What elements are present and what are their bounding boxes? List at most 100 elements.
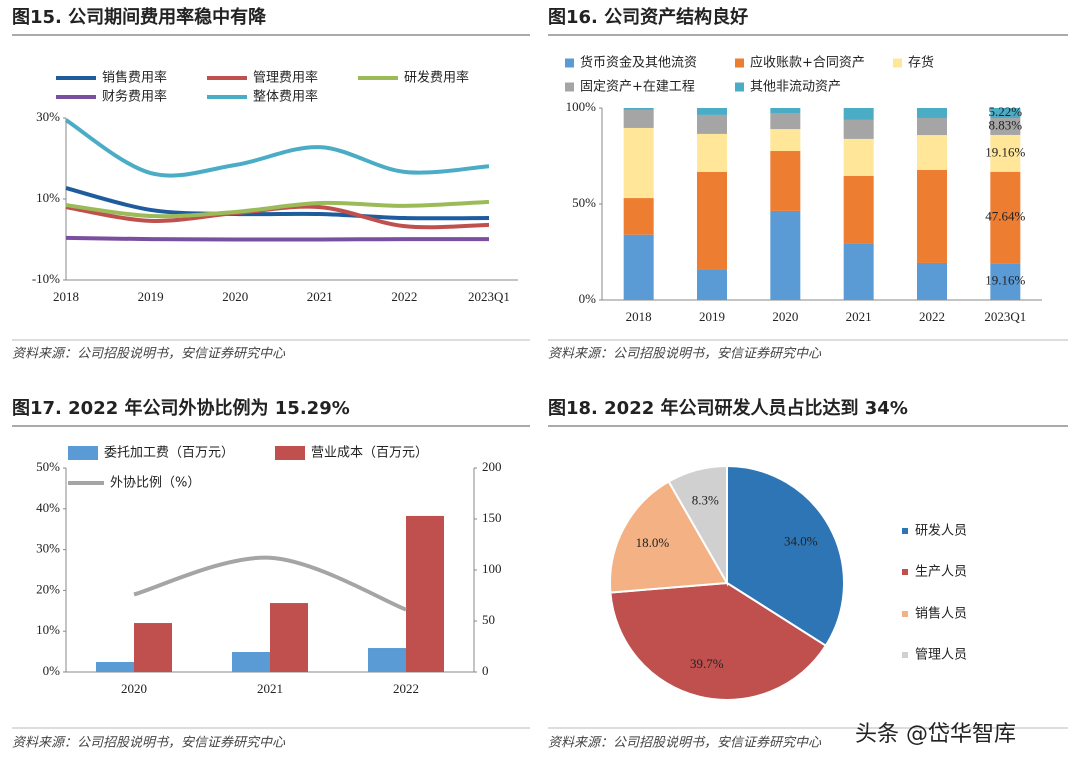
x-tick-label: 2022 — [391, 289, 417, 304]
series-line — [65, 235, 490, 242]
pie-slice — [609, 581, 828, 701]
x-tick-label: 2020 — [121, 681, 147, 696]
x-tick-label: 2020 — [222, 289, 248, 304]
y2-tick-label: 50 — [482, 612, 495, 627]
y-tick-label: 100% — [566, 99, 597, 114]
y-tick-label: 40% — [36, 500, 60, 515]
y-tick-label: -10% — [32, 271, 60, 286]
legend-label: 营业成本（百万元） — [311, 446, 428, 461]
bar — [990, 134, 1021, 172]
y-tick-label: 10% — [36, 190, 60, 205]
bar — [770, 210, 801, 300]
figure-title: 图17. 2022 年公司外协比例为 15.29% — [12, 397, 350, 419]
bar — [232, 652, 270, 672]
x-tick-label: 2019 — [699, 309, 725, 324]
legend-label: 整体费用率 — [253, 89, 318, 105]
data-label: 8.83% — [989, 117, 1023, 132]
bar — [623, 234, 654, 300]
y-tick-label: 30% — [36, 541, 60, 556]
legend-label: 财务费用率 — [102, 89, 167, 105]
source-note: 资料来源：公司招股说明书，安信证券研究中心 — [12, 735, 286, 751]
legend-label: 其他非流动资产 — [750, 80, 841, 95]
y-tick-label: 0% — [579, 291, 597, 306]
source-note: 资料来源：公司招股说明书，安信证券研究中心 — [548, 346, 822, 362]
bar — [368, 648, 406, 672]
series-line — [133, 555, 407, 612]
bar — [134, 623, 172, 672]
legend-swatch — [902, 569, 908, 575]
bar — [917, 262, 947, 300]
bar — [270, 603, 308, 672]
bar — [770, 108, 801, 113]
x-tick-label: 2018 — [626, 309, 652, 324]
bar — [623, 198, 654, 235]
legend-swatch — [565, 58, 574, 68]
data-label: 19.16% — [985, 273, 1025, 288]
legend-label: 销售费用率 — [102, 70, 167, 86]
bar — [843, 108, 874, 120]
source-note: 资料来源：公司招股说明书，安信证券研究中心 — [12, 346, 286, 362]
figure-title: 图16. 公司资产结构良好 — [548, 6, 748, 28]
x-tick-label: 2021 — [846, 309, 872, 324]
legend-swatch — [565, 82, 574, 92]
legend-label: 销售人员 — [915, 606, 967, 622]
legend-swatch — [275, 446, 305, 460]
legend-label: 生产人员 — [915, 565, 967, 580]
bar — [406, 515, 444, 672]
bar — [990, 171, 1021, 264]
y-tick-label: 20% — [36, 581, 60, 596]
y2-tick-label: 100 — [482, 561, 502, 576]
bar — [770, 112, 801, 130]
bar — [697, 269, 727, 300]
legend-swatch — [735, 58, 744, 68]
legend-label: 管理费用率 — [253, 70, 318, 86]
figure-title: 图18. 2022 年公司研发人员占比达到 34% — [548, 397, 908, 419]
legend-label: 研发费用率 — [404, 70, 469, 86]
x-tick-label: 2022 — [919, 309, 945, 324]
bar — [623, 108, 654, 110]
y-tick-label: 50% — [572, 195, 596, 210]
x-tick-label: 2021 — [307, 289, 333, 304]
bar — [843, 119, 874, 139]
legend-label: 委托加工费（百万元） — [104, 446, 234, 461]
bar — [770, 151, 801, 211]
bar — [770, 129, 801, 152]
legend-swatch — [902, 652, 908, 658]
series-line — [65, 199, 490, 219]
y2-tick-label: 150 — [482, 510, 502, 525]
legend-swatch — [735, 82, 744, 92]
bar — [697, 133, 727, 172]
data-label: 34.0% — [784, 533, 818, 548]
series-line — [65, 186, 490, 221]
legend-label: 管理人员 — [915, 648, 967, 663]
data-label: 39.7% — [690, 656, 724, 671]
x-tick-label: 2019 — [138, 289, 164, 304]
source-note: 资料来源：公司招股说明书，安信证券研究中心 — [548, 735, 822, 751]
x-tick-label: 2022 — [393, 681, 419, 696]
legend-swatch — [893, 58, 902, 68]
figure-title: 图15. 公司期间费用率稳中有降 — [12, 6, 267, 28]
y-tick-label: 0% — [43, 663, 61, 678]
pie-slice — [667, 464, 728, 587]
data-label: 47.64% — [985, 208, 1025, 223]
legend-swatch — [902, 528, 908, 534]
bar — [843, 138, 874, 176]
bar — [917, 108, 947, 118]
x-tick-label: 2021 — [257, 681, 283, 696]
legend-label: 外协比例（%） — [110, 476, 200, 491]
bar — [843, 243, 874, 300]
bar — [843, 175, 874, 244]
bar — [96, 662, 134, 672]
bar — [917, 135, 947, 171]
x-tick-label: 2023Q1 — [984, 309, 1026, 324]
bar — [990, 118, 1021, 135]
x-tick-label: 2018 — [53, 289, 79, 304]
data-label: 18.0% — [636, 535, 670, 550]
legend-swatch — [68, 446, 98, 460]
bar — [697, 108, 727, 115]
legend-label: 固定资产+在建工程 — [580, 80, 695, 95]
bar — [917, 117, 947, 136]
y-tick-label: 10% — [36, 622, 60, 637]
legend-label: 存货 — [908, 55, 934, 71]
